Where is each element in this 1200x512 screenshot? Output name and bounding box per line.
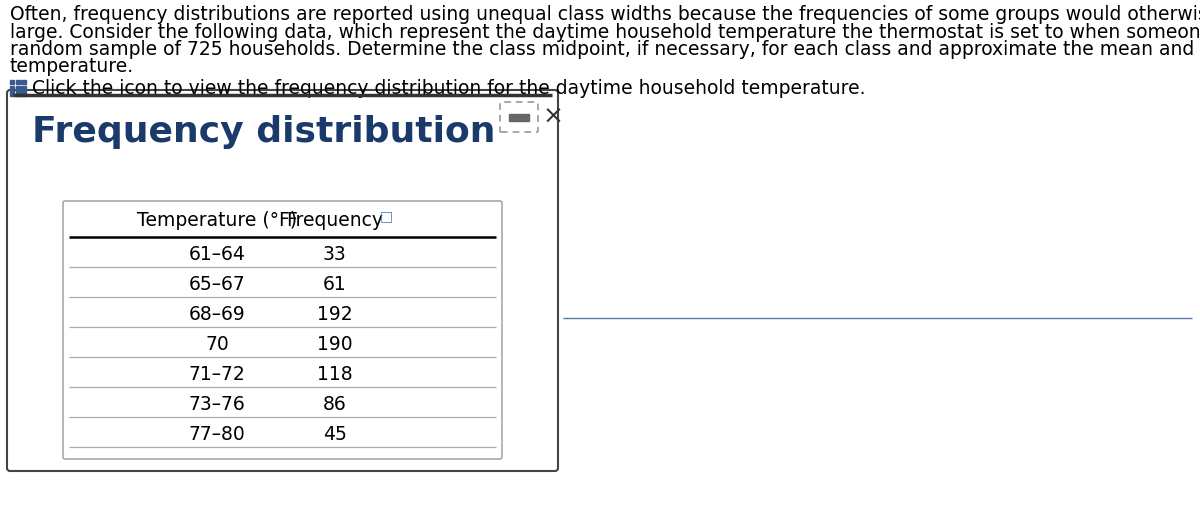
FancyBboxPatch shape [64,201,502,459]
Text: Temperature (°F): Temperature (°F) [137,211,298,230]
Text: 118: 118 [317,365,353,383]
Text: large. Consider the following data, which represent the daytime household temper: large. Consider the following data, whic… [10,23,1200,41]
Text: □: □ [380,209,394,223]
Bar [16,86,20,90]
Text: 65–67: 65–67 [188,274,246,293]
Text: 68–69: 68–69 [188,305,246,324]
Text: 71–72: 71–72 [188,365,246,383]
Bar [22,91,25,96]
FancyBboxPatch shape [7,90,558,471]
Bar [22,80,25,84]
Bar [10,91,14,96]
Text: 77–80: 77–80 [188,424,246,443]
Text: 61: 61 [323,274,347,293]
Text: Frequency distribution: Frequency distribution [32,115,496,149]
Text: 192: 192 [317,305,353,324]
Text: 45: 45 [323,424,347,443]
Text: 73–76: 73–76 [188,395,246,414]
Text: 61–64: 61–64 [188,245,246,264]
FancyBboxPatch shape [500,102,538,132]
Bar [509,114,529,120]
Text: Often, frequency distributions are reported using unequal class widths because t: Often, frequency distributions are repor… [10,5,1200,24]
Text: 86: 86 [323,395,347,414]
Text: 33: 33 [323,245,347,264]
Bar [10,80,14,84]
Bar [16,91,20,96]
Text: temperature.: temperature. [10,57,134,76]
Bar [16,80,20,84]
Text: ×: × [542,105,564,129]
Text: random sample of 725 households. Determine the class midpoint, if necessary, for: random sample of 725 households. Determi… [10,40,1200,59]
Text: 190: 190 [317,334,353,353]
Text: 70: 70 [205,334,229,353]
Text: Click the icon to view the frequency distribution for the daytime household temp: Click the icon to view the frequency dis… [32,79,865,98]
Bar [10,86,14,90]
Bar [22,86,25,90]
Text: Frequency: Frequency [287,211,383,230]
